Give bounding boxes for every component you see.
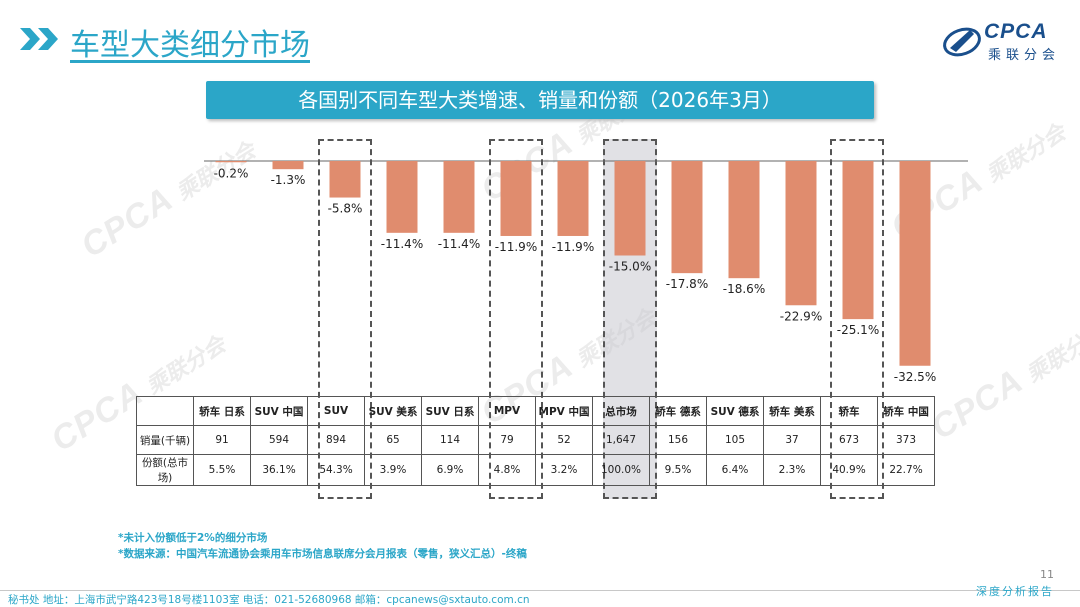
bar-value-label: -11.4%	[438, 237, 480, 251]
table-row-sales: 销量(千辆) 91 594 894 65 114 79 52 1,647 156…	[136, 425, 935, 455]
logo-subtext: 乘联分会	[988, 48, 1061, 63]
footnotes: *未计入份额低于2%的细分市场 *数据来源：中国汽车流通协会乘用车市场信息联席分…	[118, 530, 527, 562]
table-cell: 1,647	[592, 425, 650, 455]
highlight-box-mpv	[489, 139, 543, 499]
table-cell: 37	[763, 425, 821, 455]
bar-SUV-中国	[272, 161, 304, 170]
page-number: 11	[1040, 568, 1054, 581]
bar-MPV	[500, 161, 532, 236]
table-header-cell: SUV 德系	[706, 396, 764, 426]
footnote: *数据来源：中国汽车流通协会乘用车市场信息联席分会月报表（零售，狭义汇总）-终稿	[118, 548, 527, 560]
table-header-cell: SUV 美系	[364, 396, 422, 426]
table-cell: 79	[478, 425, 536, 455]
table-cell: 4.8%	[478, 454, 536, 486]
bar-SUV	[329, 161, 361, 198]
footer-divider	[0, 590, 1080, 591]
table-cell: 65	[364, 425, 422, 455]
table-header-cell: SUV 中国	[250, 396, 308, 426]
table-cell: 91	[193, 425, 251, 455]
bar-轿车-德系	[671, 161, 703, 274]
table-cell: 673	[820, 425, 878, 455]
bar-value-label: -1.3%	[271, 173, 306, 187]
table-header-cell: MPV	[478, 396, 536, 426]
table-cell: 373	[877, 425, 935, 455]
bar-MPV-中国	[557, 161, 589, 236]
bar-value-label: -22.9%	[780, 309, 822, 323]
table-cell: 156	[649, 425, 707, 455]
footer-report-label: 深度分析报告	[976, 585, 1054, 598]
table-row-label: 份额(总市场)	[136, 454, 194, 486]
table-cell: 114	[421, 425, 479, 455]
logo-emblem-icon	[943, 27, 981, 57]
bar-轿车-美系	[785, 161, 817, 306]
cpca-logo: CPCA 乘联分会	[940, 18, 1064, 64]
table-cell: 36.1%	[250, 454, 308, 486]
table-header-cell: 轿车 德系	[649, 396, 707, 426]
footer-contact: 秘书处 地址：上海市武宁路423号18号楼1103室 电话：021-526809…	[8, 594, 530, 606]
table-cell: 52	[535, 425, 593, 455]
bar-SUV-美系	[386, 161, 418, 233]
bar-value-label: -0.2%	[214, 166, 249, 180]
highlight-box-suv	[318, 139, 372, 499]
data-table: 轿车 日系 SUV 中国 SUV SUV 美系 SUV 日系 MPV MPV 中…	[136, 396, 935, 486]
table-header-cell: 轿车	[820, 396, 878, 426]
table-header-cell: 轿车 中国	[877, 396, 935, 426]
table-cell: 2.3%	[763, 454, 821, 486]
table-cell: 6.4%	[706, 454, 764, 486]
bar-轿车	[842, 161, 874, 320]
table-header-cell: 总市场	[592, 396, 650, 426]
table-cell: 100.0%	[592, 454, 650, 486]
table-row-label: 销量(千辆)	[136, 425, 194, 455]
table-cell: 5.5%	[193, 454, 251, 486]
table-row-share: 份额(总市场) 5.5% 36.1% 54.3% 3.9% 6.9% 4.8% …	[136, 454, 935, 486]
table-cell: 40.9%	[820, 454, 878, 486]
bar-value-label: -18.6%	[723, 282, 765, 296]
table-cell: 105	[706, 425, 764, 455]
bar-value-label: -32.5%	[894, 370, 936, 384]
table-cell: 894	[307, 425, 365, 455]
bar-value-label: -25.1%	[837, 323, 879, 337]
table-header-row: 轿车 日系 SUV 中国 SUV SUV 美系 SUV 日系 MPV MPV 中…	[136, 396, 935, 426]
bar-轿车-日系	[215, 161, 247, 163]
bar-SUV-德系	[728, 161, 760, 279]
bar-value-label: -11.9%	[552, 240, 594, 254]
table-cell: 3.2%	[535, 454, 593, 486]
bar-value-label: -15.0%	[609, 260, 651, 274]
table-header-cell: 轿车 日系	[193, 396, 251, 426]
bar-SUV-日系	[443, 161, 475, 233]
table-corner-cell	[136, 396, 194, 426]
table-cell: 22.7%	[877, 454, 935, 486]
table-header-cell: SUV 日系	[421, 396, 479, 426]
bar-总市场	[614, 161, 646, 256]
footnote: *未计入份额低于2%的细分市场	[118, 532, 268, 544]
table-cell: 594	[250, 425, 308, 455]
bar-轿车-中国	[899, 161, 931, 366]
bar-value-label: -17.8%	[666, 277, 708, 291]
table-header-cell: SUV	[307, 396, 365, 426]
table-header-cell: 轿车 美系	[763, 396, 821, 426]
logo-text: CPCA	[984, 20, 1048, 43]
table-cell: 6.9%	[421, 454, 479, 486]
highlight-box-sedan	[830, 139, 884, 499]
table-cell: 3.9%	[364, 454, 422, 486]
bar-value-label: -5.8%	[328, 202, 363, 216]
chevron-right-icon	[20, 28, 58, 50]
bar-value-label: -11.9%	[495, 240, 537, 254]
table-cell: 54.3%	[307, 454, 365, 486]
bar-value-label: -11.4%	[381, 237, 423, 251]
table-header-cell: MPV 中国	[535, 396, 593, 426]
chart-title: 各国别不同车型大类增速、销量和份额（2026年3月）	[206, 81, 874, 119]
page-title: 车型大类细分市场	[70, 28, 310, 63]
table-cell: 9.5%	[649, 454, 707, 486]
